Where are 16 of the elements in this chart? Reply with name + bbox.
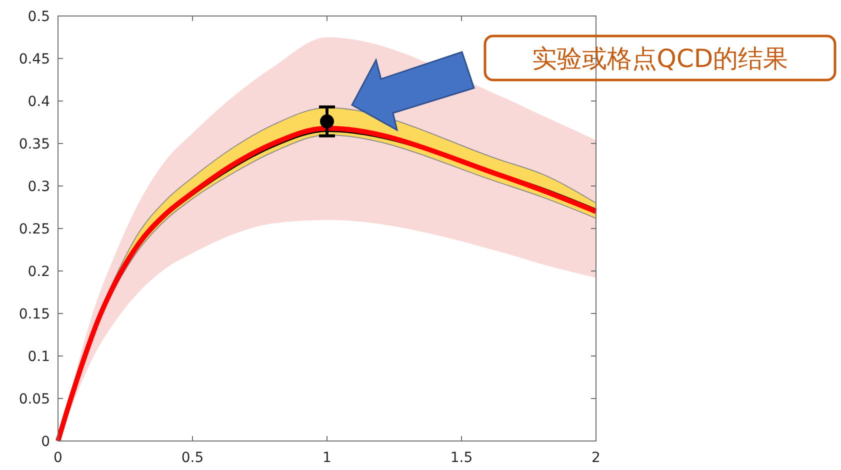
y-tick-label: 0.1	[28, 349, 50, 365]
y-tick-label: 0.5	[28, 9, 50, 25]
y-tick-label: 0.4	[28, 94, 50, 110]
x-tick-label: 1.5	[450, 450, 473, 466]
x-tick-label: 2	[592, 450, 600, 466]
x-tick-label: 0.5	[181, 450, 204, 466]
y-tick-label: 0	[41, 434, 50, 450]
y-tick-label: 0.45	[18, 52, 50, 68]
y-tick-label: 0.35	[18, 136, 50, 152]
y-tick-label: 0.05	[18, 392, 50, 408]
y-tick-label: 0.25	[18, 222, 50, 238]
y-tick-label: 0.3	[28, 179, 50, 195]
x-tick-label: 0	[54, 450, 62, 466]
x-tick-label: 1	[322, 450, 332, 466]
y-tick-label: 0.15	[18, 306, 50, 322]
y-tick-label: 0.2	[28, 264, 50, 280]
